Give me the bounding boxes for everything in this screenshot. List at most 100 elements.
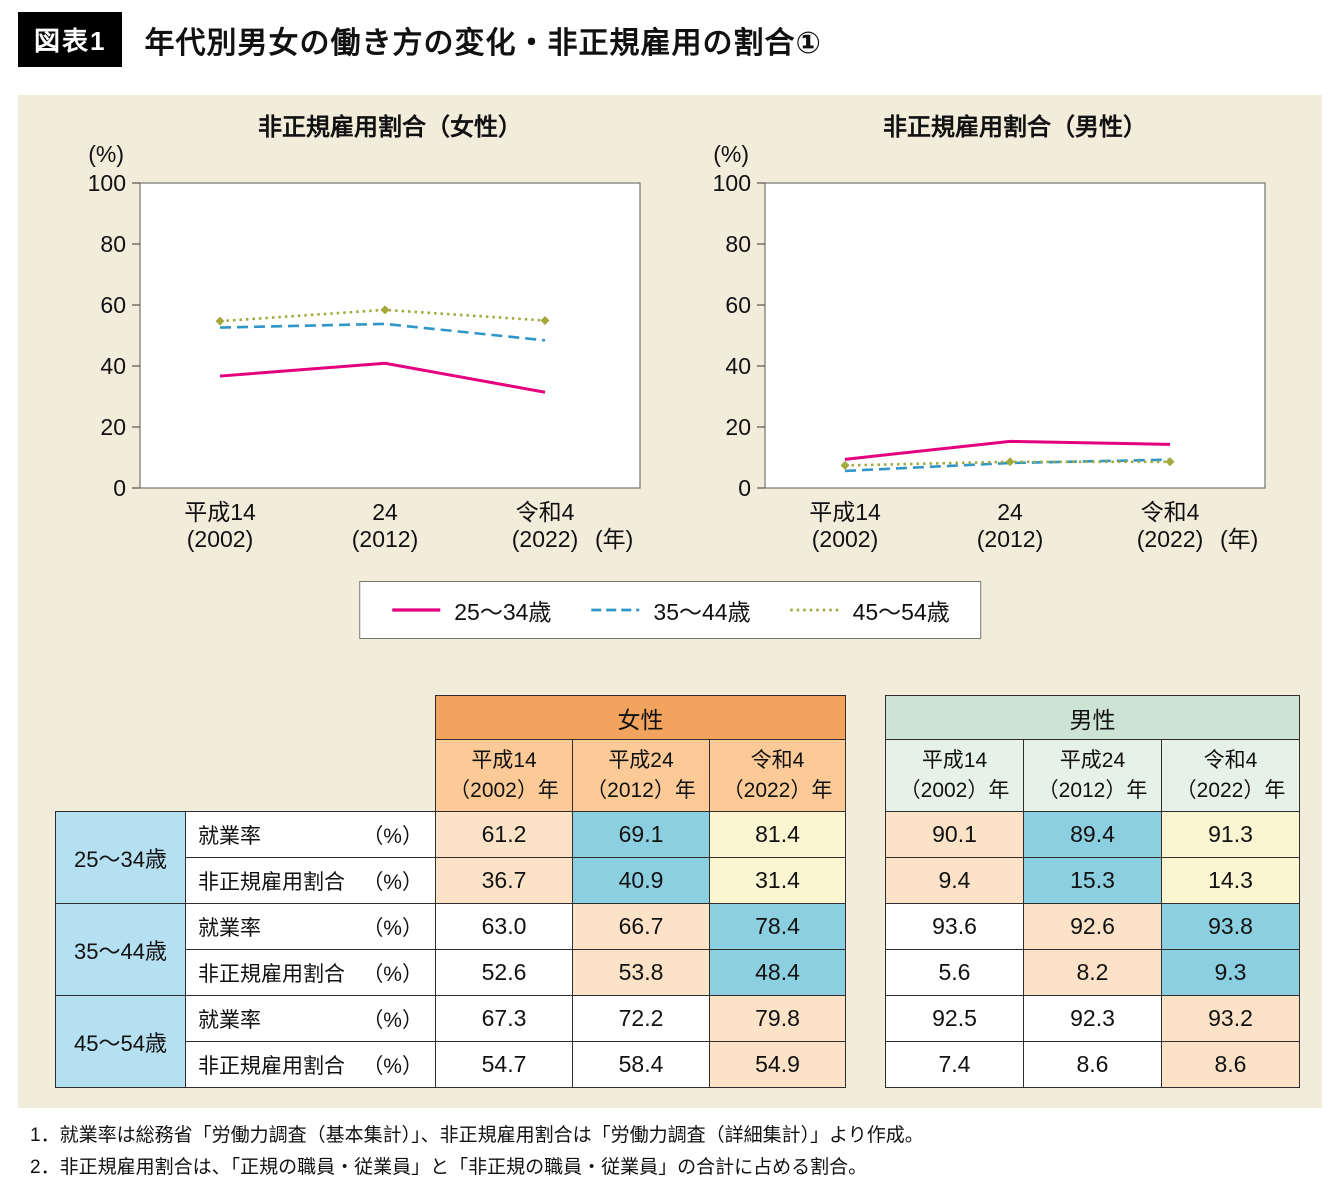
y-tick-label: 100 [713, 170, 751, 196]
chart-panel: 非正規雇用割合（女性） 0 20 40 60 80 100 (%) 平成14 (2002) 24(… [18, 95, 1322, 1108]
age-group-label: 25〜34歳 [55, 811, 186, 904]
y-tick-label: 60 [725, 292, 751, 318]
value-cell: 15.3 [1023, 857, 1162, 904]
x-tick-label: 令和4 [1141, 499, 1200, 525]
legend-line-sample-icon [790, 608, 839, 612]
value-cell: 14.3 [1161, 857, 1300, 904]
women-data-table: 女性 平成14 （2002）年 平成24 （2012）年 令和4 （2022）年 25〜34歳… [55, 695, 846, 1088]
x-tick-label: (2012) [352, 526, 418, 552]
value-cell: 9.3 [1161, 949, 1300, 996]
x-axis-unit: (年) [595, 526, 633, 552]
x-tick-label: (2002) [812, 526, 878, 552]
legend-item: 35〜44歳 [589, 593, 751, 627]
value-cell: 67.3 [435, 995, 573, 1042]
series-line [844, 439, 1171, 461]
y-tick-label: 40 [725, 353, 751, 379]
value-cell: 90.1 [885, 811, 1024, 858]
value-cell: 91.3 [1161, 811, 1300, 858]
y-tick-label: 100 [88, 170, 126, 196]
legend-label: 35〜44歳 [653, 599, 751, 625]
metric-unit: （%） [362, 824, 423, 848]
legend-item: 45〜54歳 [789, 593, 950, 627]
chart-men: 非正規雇用割合（男性） 0 20 40 60 80 100 (%) 平成14 (2002) 24(… [643, 107, 1288, 577]
series-marker [380, 305, 390, 315]
series-marker [1005, 457, 1015, 467]
metric-unit: （%） [362, 962, 423, 986]
legend: 25〜34歳 35〜44歳 45〜54歳 [359, 581, 981, 639]
legend-label: 25〜34歳 [454, 599, 552, 625]
value-cell: 93.2 [1161, 995, 1300, 1042]
value-cell: 93.8 [1161, 903, 1300, 950]
plot-area [139, 182, 641, 489]
x-tick-label: (2002) [187, 526, 253, 552]
series-line [219, 361, 546, 394]
footnote-2: 2．非正規雇用割合は、「正規の職員・従業員」と「非正規の職員・従業員」の合計に占… [30, 1157, 868, 1179]
series-line [844, 458, 1171, 473]
value-cell: 53.8 [572, 949, 710, 996]
line-chart: 0 20 40 60 80 100 (%) 平成14(2002) 24(2012) 令和4(202… [713, 145, 1266, 552]
value-cell: 5.6 [885, 949, 1024, 996]
series-marker [1165, 457, 1175, 467]
value-cell: 31.4 [709, 857, 846, 904]
metric-unit: （%） [362, 1008, 423, 1032]
value-cell: 92.6 [1023, 903, 1162, 950]
value-cell: 72.2 [572, 995, 710, 1042]
value-cell: 54.9 [709, 1041, 846, 1088]
legend-item: 25〜34歳 [390, 593, 551, 627]
chart-women-plot: 0 20 40 60 80 100 (%) 平成14 (2002) 24 (2012) 令和4 (202… [18, 145, 663, 577]
age-group-label: 35〜44歳 [55, 903, 186, 996]
men-table: 男性 平成14 （2002）年 平成24 （2012）年 令和4 （2022）年 90.1 89… [885, 695, 1300, 1088]
chart-women: 非正規雇用割合（女性） 0 20 40 60 80 100 (%) 平成14 (2002) 24(… [18, 107, 663, 577]
legend-line-sample-icon [392, 608, 441, 612]
metric-cell: 就業率 （%） [185, 995, 436, 1042]
x-tick-label: 平成14 [184, 499, 256, 525]
y-axis-unit: (%) [713, 145, 749, 167]
metric-cell: 非正規雇用割合 （%） [185, 949, 436, 996]
x-tick-label: 24 [372, 499, 398, 525]
metric-unit: （%） [362, 1054, 423, 1078]
value-cell: 93.6 [885, 903, 1024, 950]
age-group-label: 45〜54歳 [55, 995, 186, 1088]
metric-cell: 非正規雇用割合 （%） [185, 857, 436, 904]
plot-area [764, 182, 1266, 489]
metric-label: 就業率 [198, 916, 261, 940]
metric-cell: 就業率 （%） [185, 903, 436, 950]
metric-label: 就業率 [198, 1008, 261, 1032]
value-cell: 92.3 [1023, 995, 1162, 1042]
footnote-1: 1．就業率は総務省「労働力調査（基本集計）」、非正規雇用割合は「労働力調査（詳細… [30, 1125, 924, 1146]
value-cell: 54.7 [435, 1041, 573, 1088]
y-tick-label: 80 [100, 231, 126, 257]
metric-label: 非正規雇用割合 [198, 1054, 345, 1078]
y-tick-label: 20 [725, 414, 751, 440]
chart-women-title: 非正規雇用割合（女性） [258, 114, 522, 141]
figure-tag: 図表1 [18, 12, 123, 67]
column-header: 平成24 （2012）年 [572, 739, 710, 812]
value-cell: 61.2 [435, 811, 573, 858]
figure-header: 図表1 年代別男女の働き方の変化・非正規雇用の割合① [18, 12, 822, 67]
column-header: 平成14 （2002）年 [435, 739, 573, 812]
metric-cell: 就業率 （%） [185, 811, 436, 858]
value-cell: 81.4 [709, 811, 846, 858]
value-cell: 40.9 [572, 857, 710, 904]
value-cell: 63.0 [435, 903, 573, 950]
x-tick-label: 24 [997, 499, 1023, 525]
y-axis-unit: (%) [88, 145, 124, 167]
series-line [219, 322, 546, 342]
value-cell: 79.8 [709, 995, 846, 1042]
metric-unit: （%） [362, 870, 423, 894]
y-tick-label: 40 [100, 353, 126, 379]
value-cell: 8.6 [1023, 1041, 1162, 1088]
metric-label: 非正規雇用割合 [198, 870, 345, 894]
value-cell: 36.7 [435, 857, 573, 904]
value-cell: 7.4 [885, 1041, 1024, 1088]
y-tick-label: 60 [100, 292, 126, 318]
value-cell: 52.6 [435, 949, 573, 996]
footnotes: 1．就業率は総務省「労働力調査（基本集計）」、非正規雇用割合は「労働力調査（詳細… [30, 1120, 924, 1185]
value-cell: 58.4 [572, 1041, 710, 1088]
value-cell: 89.4 [1023, 811, 1162, 858]
value-cell: 66.7 [572, 903, 710, 950]
metric-label: 就業率 [198, 824, 261, 848]
series-marker [540, 316, 550, 326]
y-tick-label: 20 [100, 414, 126, 440]
